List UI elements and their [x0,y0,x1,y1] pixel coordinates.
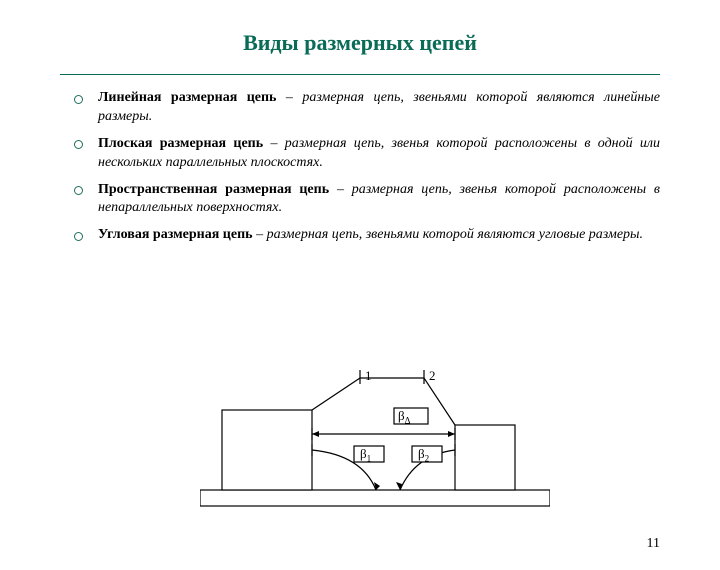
definition: размерная цепь, звеньями которой являютс… [267,227,643,242]
diagram-label-beta-delta: βΔ [398,408,410,426]
page-number: 11 [647,536,660,552]
definitions-list: Линейная размерная цепь – размерная цепь… [80,89,660,245]
angle-chain-diagram: 1 2 βΔ β1 β2 [200,360,550,525]
title-underline [60,74,660,75]
diagram-label-beta-2: β2 [418,446,429,464]
dash: – [337,182,352,197]
list-item: Пространственная размерная цепь – размер… [80,181,660,219]
diagram-label-beta-1: β1 [360,446,371,464]
diagram-label-2: 2 [429,368,436,384]
page-title: Виды размерных цепей [0,30,720,56]
dash: – [286,90,302,105]
dash: – [270,136,284,151]
list-item: Плоская размерная цепь – размерная цепь,… [80,135,660,173]
dash: – [256,227,267,242]
diagram-label-1: 1 [365,368,372,384]
list-item: Линейная размерная цепь – размерная цепь… [80,89,660,127]
term: Угловая размерная цепь [98,227,253,242]
diagram-svg [200,360,550,525]
list-item: Угловая размерная цепь – размерная цепь,… [80,226,660,245]
term: Пространственная размерная цепь [98,182,329,197]
term: Плоская размерная цепь [98,136,263,151]
term: Линейная размерная цепь [98,90,276,105]
